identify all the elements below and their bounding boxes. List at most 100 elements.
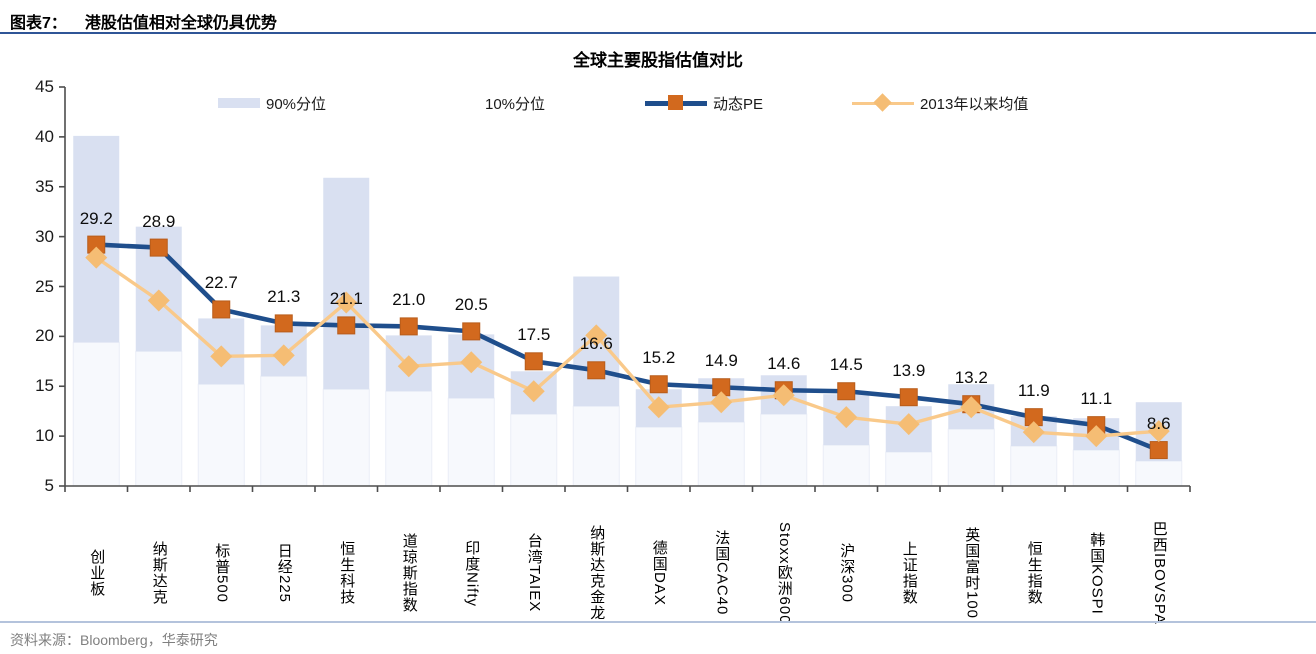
x-category-label: 纳斯达克金龙 xyxy=(588,525,606,621)
mean-marker xyxy=(647,396,670,419)
figure-number: 图表7： xyxy=(10,15,67,32)
pe-data-label: 21.0 xyxy=(392,290,426,310)
percentile-band-bar xyxy=(323,177,370,390)
mean-marker xyxy=(585,324,608,347)
x-category-label: 日经225 xyxy=(275,542,293,604)
x-category-label: Stoxx欧洲600 xyxy=(775,521,793,625)
pe-data-label: 13.9 xyxy=(892,361,926,381)
mean-marker xyxy=(710,391,733,414)
p10-lower-strip xyxy=(572,405,620,487)
figure-title: 港股估值相对全球仍具优势 xyxy=(84,15,277,32)
p10-lower-strip xyxy=(135,350,183,487)
pe-data-label: 11.9 xyxy=(1017,381,1050,401)
x-category-label: 道琼斯指数 xyxy=(400,533,418,613)
pe-marker xyxy=(524,352,543,371)
x-category-label: 台湾TAIEX xyxy=(525,533,543,613)
y-axis-label: 45 xyxy=(35,77,54,96)
mean-marker xyxy=(397,355,420,378)
figure-caption: 图表7： 港股估值相对全球仍具优势 xyxy=(10,9,277,33)
legend-item-pe: 动态PE xyxy=(645,92,763,114)
legend-label-90th: 90%分位 xyxy=(266,95,327,113)
y-axis-label: 30 xyxy=(35,226,54,246)
p10-lower-strip xyxy=(1072,449,1120,487)
pe-line-swatch xyxy=(645,93,707,113)
p10-lower-strip xyxy=(635,426,683,487)
legend-label-pe: 动态PE xyxy=(713,95,764,113)
pe-marker xyxy=(837,382,856,401)
y-axis-label: 15 xyxy=(35,376,54,396)
p10-lower-strip xyxy=(947,428,995,487)
p10-lower-strip xyxy=(385,390,433,487)
mean-marker xyxy=(772,384,795,407)
legend-item-10th-percentile: 10%分位 xyxy=(485,92,545,114)
source-note: 资料来源：Bloomberg，华泰研究 xyxy=(10,632,218,648)
mean-marker xyxy=(835,406,858,429)
p10-lower-strip xyxy=(885,451,933,487)
p10-lower-strip xyxy=(1010,445,1058,487)
pe-data-label: 22.7 xyxy=(204,273,238,293)
pe-marker xyxy=(274,314,293,333)
p10-lower-strip xyxy=(447,397,495,487)
pe-marker xyxy=(1149,441,1168,460)
pe-data-label: 15.2 xyxy=(642,348,676,368)
mean-marker xyxy=(147,289,170,312)
mean-marker xyxy=(272,344,295,367)
pe-marker xyxy=(399,317,418,336)
x-category-label: 恒生指数 xyxy=(1025,541,1043,605)
legend-item-90th-percentile: 90%分位 xyxy=(218,92,326,114)
header-divider xyxy=(0,32,1316,34)
mean-marker xyxy=(897,413,920,436)
p10-lower-strip xyxy=(72,341,120,487)
p10-lower-strip xyxy=(822,444,870,487)
pe-marker xyxy=(587,361,606,380)
x-category-label: 恒生科技 xyxy=(338,541,356,605)
pe-data-label: 21.3 xyxy=(267,287,301,307)
p10-lower-strip xyxy=(322,388,370,487)
p10-lower-strip xyxy=(760,413,808,487)
x-category-label: 上证指数 xyxy=(900,541,918,605)
legend-item-mean: 2013年以来均值 xyxy=(852,92,1028,114)
pe-square-marker-sample xyxy=(668,95,683,110)
mean-marker xyxy=(1085,425,1108,448)
x-category-label: 沪深300 xyxy=(838,542,856,604)
pe-data-label: 11.1 xyxy=(1080,389,1113,409)
p10-lower-strip xyxy=(697,421,745,487)
p10-lower-strip xyxy=(1135,460,1183,487)
percentile-band-swatch xyxy=(218,98,260,108)
pe-data-label: 16.6 xyxy=(579,334,613,354)
x-category-label: 纳斯达克 xyxy=(150,541,168,605)
y-axis-label: 5 xyxy=(44,476,54,495)
p10-lower-strip xyxy=(510,413,558,487)
mean-marker xyxy=(335,291,358,314)
mean-marker xyxy=(960,396,983,419)
mean-marker xyxy=(1147,420,1170,443)
mean-marker xyxy=(522,380,545,403)
y-axis-label: 10 xyxy=(35,426,54,446)
pe-line xyxy=(96,242,1160,453)
mean-marker xyxy=(210,345,233,368)
x-category-label: 德国DAX xyxy=(650,540,668,606)
x-category-label: 标普500 xyxy=(213,542,231,604)
pe-data-label: 14.9 xyxy=(704,351,738,371)
y-axis-label: 40 xyxy=(35,126,54,146)
footer-divider xyxy=(0,621,1316,623)
pe-data-label: 17.5 xyxy=(517,325,551,345)
x-category-label: 印度Nifty xyxy=(463,539,481,607)
chart-title: 全球主要股指估值对比 xyxy=(573,51,743,70)
y-axis-label: 20 xyxy=(35,326,54,346)
y-axis-label: 25 xyxy=(35,276,54,296)
p10-lower-strip xyxy=(197,383,245,487)
pe-data-label: 14.5 xyxy=(829,355,863,375)
x-category-label: 创业板 xyxy=(88,549,106,597)
pe-data-label: 20.5 xyxy=(454,295,488,315)
pe-marker xyxy=(212,300,231,319)
p10-lower-strip xyxy=(260,375,308,487)
mean-line-swatch xyxy=(852,93,914,113)
pe-data-label: 29.2 xyxy=(79,208,113,228)
pe-marker xyxy=(462,322,481,341)
x-category-label: 英国富时100 xyxy=(963,526,981,620)
pe-marker xyxy=(899,388,918,407)
legend-label-mean: 2013年以来均值 xyxy=(920,95,1029,113)
pe-data-label: 21.1 xyxy=(329,289,363,309)
